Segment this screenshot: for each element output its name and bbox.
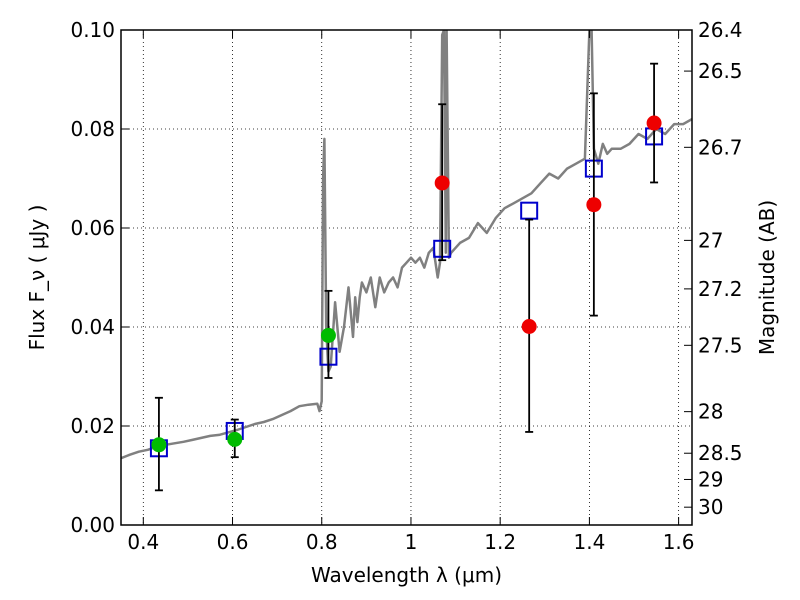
model-spectrum-line: [121, 30, 692, 460]
right-tick-label: 27: [698, 228, 723, 252]
right-tick-label: 28: [698, 400, 723, 424]
x-tick-label: 1.6: [663, 530, 695, 554]
observed-flux-point: [521, 319, 537, 335]
right-tick-label: 26.7: [698, 135, 743, 159]
right-tick-label: 29: [698, 467, 723, 491]
x-tick-label: 0.8: [306, 530, 338, 554]
right-tick-label: 26.4: [698, 18, 743, 42]
y-tick-label: 0.08: [70, 117, 115, 141]
x-tick-label: 1: [405, 530, 418, 554]
y-axis-left-title: Flux F_ν ( μJy ): [25, 205, 49, 351]
right-tick-label: 27.5: [698, 333, 743, 357]
plot-frame: [120, 29, 693, 526]
y-tick-label: 0.10: [70, 18, 115, 42]
right-tick-label: 28.5: [698, 441, 743, 465]
x-axis: 0.4 0.6 0.8 1 1.2 1.4 1.6: [127, 30, 695, 554]
y-axis-left: 0.00 0.02 0.04 0.06 0.08 0.10: [70, 18, 129, 537]
y-tick-label: 0.00: [70, 513, 115, 537]
y-axis-right-title: Magnitude (AB): [755, 200, 779, 355]
y-tick-label: 0.04: [70, 315, 115, 339]
grid-lines: [121, 29, 692, 526]
observed-flux-point: [320, 327, 336, 343]
y-axis-right: 26.4 26.5 26.7 27 27.2 27.5 28 28.529 30: [684, 18, 743, 519]
observed-flux-point: [151, 437, 167, 453]
x-tick-label: 1.2: [484, 530, 516, 554]
x-tick-label: 1.4: [573, 530, 605, 554]
plot-area: [121, 30, 692, 492]
right-tick-label: 27.2: [698, 277, 743, 301]
right-tick-label: 26.5: [698, 59, 743, 83]
observed-flux-point: [586, 197, 602, 213]
observed-flux-point: [646, 115, 662, 131]
y-tick-label: 0.02: [70, 414, 115, 438]
observed-flux-point: [227, 431, 243, 447]
observed-flux-point: [434, 175, 450, 191]
y-tick-label: 0.06: [70, 216, 115, 240]
model-photometry-point: [520, 201, 539, 220]
x-tick-label: 0.4: [127, 530, 159, 554]
x-axis-title: Wavelength λ (μm): [311, 563, 502, 587]
right-tick-label: 30: [698, 495, 723, 519]
x-tick-label: 0.6: [217, 530, 249, 554]
